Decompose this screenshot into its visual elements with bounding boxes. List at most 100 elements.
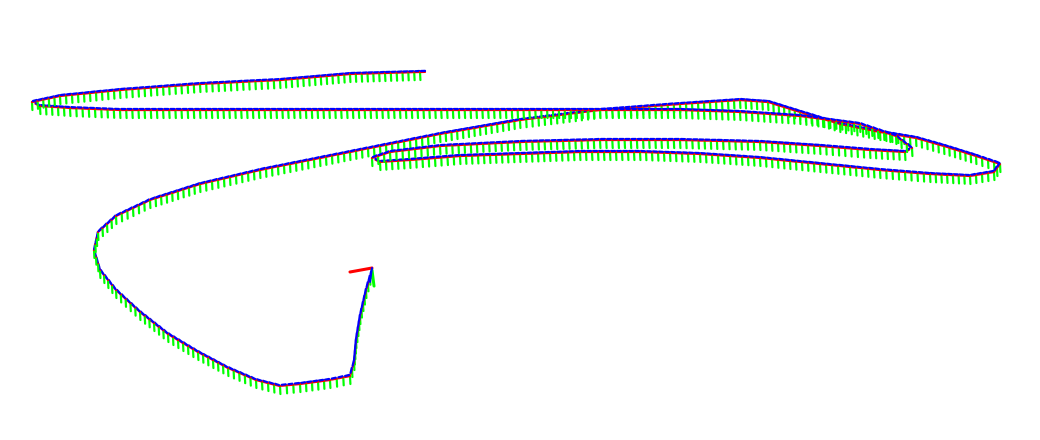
pose-z-axis	[149, 196, 156, 201]
pose-z-axis	[765, 156, 773, 160]
pose-z-axis	[182, 341, 189, 347]
pose-z-axis	[287, 382, 294, 386]
pose-z-axis	[244, 373, 251, 378]
pose-z-axis	[144, 314, 150, 320]
pose-z-axis	[149, 317, 155, 324]
pose-z-axis	[54, 94, 61, 98]
pose-z-axis	[805, 114, 813, 118]
pose-z-axis	[981, 155, 988, 160]
pose-z-axis	[235, 172, 242, 176]
pose-z-axis	[835, 118, 843, 122]
pose-z-axis	[909, 134, 917, 138]
pose-z-axis	[896, 134, 902, 141]
pose-z-axis	[811, 115, 819, 119]
pose-z-axis	[163, 328, 169, 335]
pose-z-axis	[130, 302, 136, 308]
pose-z-axis	[987, 157, 994, 162]
pose-z-axis	[71, 92, 79, 95]
pose-z-axis	[767, 99, 774, 104]
pose-z-axis	[943, 143, 950, 148]
pose-z-axis	[37, 97, 44, 101]
pose-z-axis	[89, 90, 97, 94]
pose-z-axis	[433, 144, 440, 147]
pose-z-axis	[825, 162, 833, 166]
pose-z-axis	[485, 122, 492, 127]
pose-z-axis	[981, 170, 989, 174]
pose-z-axis	[177, 338, 184, 344]
pose-z-axis	[903, 133, 911, 137]
pose-z-axis	[807, 160, 815, 164]
pose-z-axis	[992, 165, 998, 173]
pose-z-axis	[829, 117, 837, 121]
pose-z-axis	[855, 165, 863, 169]
pose-z-axis	[319, 154, 326, 159]
pose-z-axis	[217, 176, 224, 180]
pose-z-axis	[457, 128, 464, 132]
pose-z-axis	[938, 142, 945, 146]
pose-z-axis	[356, 325, 359, 333]
pose-z-axis	[183, 185, 190, 190]
pose-z-axis	[819, 162, 827, 165]
pose-z-axis	[233, 368, 240, 373]
pose-z-axis	[280, 383, 287, 386]
pose-z-axis	[99, 269, 105, 276]
pose-z-axis	[811, 113, 818, 118]
pose-z-axis	[921, 137, 928, 142]
pose-z-axis	[847, 120, 855, 124]
pose-z-axis	[975, 171, 983, 175]
pose-z-axis	[389, 149, 397, 153]
pose-z-axis	[121, 209, 128, 214]
pose-z-axis	[205, 179, 212, 183]
pose-z-axis	[307, 157, 314, 161]
pose-z-axis	[349, 148, 356, 153]
pose-z-axis	[995, 161, 1001, 169]
pose-z-axis	[102, 222, 108, 229]
pose-z-axis	[138, 201, 145, 206]
pose-z-axis	[344, 373, 351, 378]
pose-z-axis	[229, 173, 236, 178]
start-pose-z-axis	[369, 267, 373, 283]
pose-z-axis	[43, 96, 50, 100]
pose-z-axis	[97, 226, 103, 233]
pose-z-axis	[433, 132, 440, 136]
pose-z-axis	[927, 139, 934, 143]
pose-z-axis	[59, 93, 67, 97]
pose-z-axis	[331, 152, 338, 156]
pose-z-axis	[192, 347, 199, 353]
pose-z-axis	[371, 154, 378, 159]
pose-z-axis	[153, 321, 159, 327]
pose-z-axis	[83, 90, 91, 94]
pose-z-axis	[872, 126, 879, 131]
pose-z-axis	[367, 145, 374, 149]
pose-z-axis	[277, 163, 284, 167]
pose-z-axis	[349, 366, 353, 374]
pose-z-axis	[783, 158, 791, 162]
pose-z-axis	[241, 171, 248, 175]
pose-z-axis	[305, 380, 313, 384]
pose-z-axis	[817, 116, 825, 120]
pose-z-axis	[491, 121, 498, 126]
pose-z-axis	[274, 382, 281, 387]
pose-z-axis	[107, 88, 115, 92]
pose-z-axis	[48, 95, 55, 99]
pose-z-axis	[468, 125, 475, 130]
pose-z-axis	[158, 325, 164, 331]
pose-z-axis	[211, 178, 218, 182]
pose-z-axis	[359, 307, 363, 315]
pose-z-axis	[383, 150, 390, 155]
pose-z-axis	[884, 130, 891, 135]
pose-z-axis	[403, 138, 410, 142]
pose-z-axis	[497, 120, 504, 125]
pose-z-axis	[915, 135, 922, 140]
pose-z-axis	[474, 124, 481, 129]
pose-z-axis	[831, 163, 839, 166]
pose-z-axis	[253, 168, 260, 172]
pose-z-axis	[906, 142, 913, 149]
pose-z-axis	[301, 158, 308, 162]
pose-z-axis	[867, 166, 875, 170]
pose-z-axis	[337, 375, 344, 379]
pose-z-axis	[358, 313, 361, 321]
pose-z-axis	[311, 379, 319, 383]
pose-z-axis	[794, 108, 801, 112]
